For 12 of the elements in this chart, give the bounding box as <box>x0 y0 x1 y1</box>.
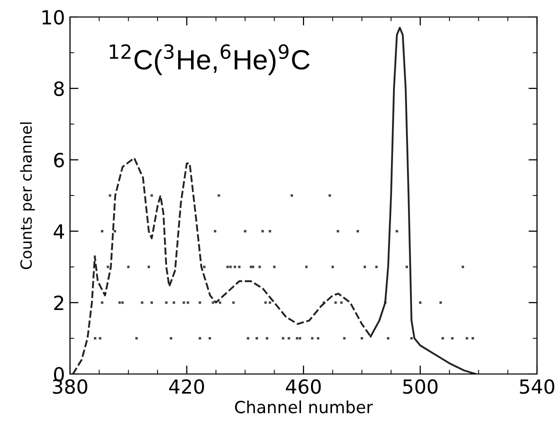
y-tick-label: 10 <box>42 10 64 25</box>
y-tick-label: 8 <box>54 81 64 96</box>
y-tick-label: 4 <box>54 224 64 239</box>
x-tick-label: 460 <box>286 379 321 394</box>
annotation: $^{12}$C($^{3}$He,$^{6}$He)$^{9}$C <box>110 44 310 76</box>
y-tick-label: 6 <box>54 152 64 168</box>
x-tick-label: 420 <box>169 379 204 394</box>
x-tick-label: 500 <box>403 379 438 394</box>
x-axis-title: Channel number <box>235 400 373 414</box>
y-axis-title: Counts per channel <box>20 122 35 270</box>
x-tick-label: 540 <box>520 379 554 394</box>
y-tick-label: 2 <box>54 296 64 310</box>
